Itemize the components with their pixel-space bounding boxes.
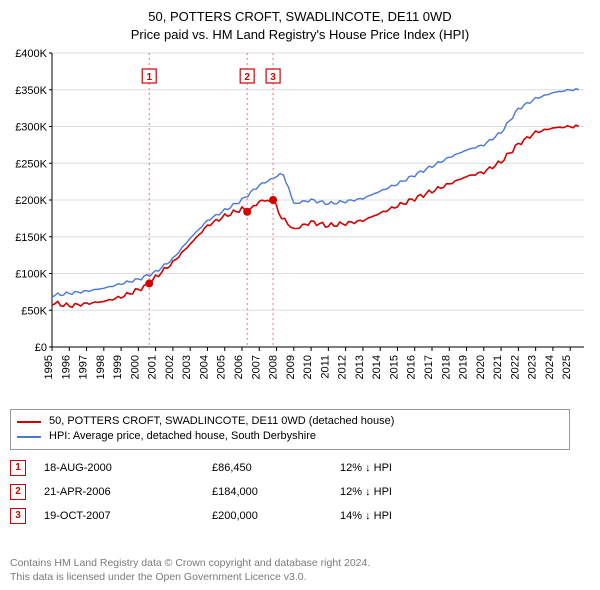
svg-text:2015: 2015: [388, 355, 400, 379]
svg-text:£350K: £350K: [15, 85, 47, 97]
svg-text:2018: 2018: [440, 355, 452, 379]
sale-date: 18-AUG-2000: [44, 462, 194, 474]
legend-label-hpi: HPI: Average price, detached house, Sout…: [49, 429, 316, 444]
svg-text:£300K: £300K: [15, 122, 47, 134]
svg-text:2010: 2010: [302, 355, 314, 379]
legend-label-price-paid: 50, POTTERS CROFT, SWADLINCOTE, DE11 0WD…: [49, 414, 394, 429]
svg-text:2007: 2007: [250, 355, 262, 379]
sale-date: 21-APR-2006: [44, 486, 194, 498]
sale-row: 1 18-AUG-2000 £86,450 12% ↓ HPI: [10, 460, 590, 476]
svg-text:2025: 2025: [561, 355, 573, 379]
svg-text:£0: £0: [35, 342, 47, 354]
svg-text:2003: 2003: [181, 355, 193, 379]
svg-text:1999: 1999: [112, 355, 124, 379]
sale-delta: 14% ↓ HPI: [340, 510, 450, 522]
sale-row: 3 19-OCT-2007 £200,000 14% ↓ HPI: [10, 508, 590, 524]
svg-text:£200K: £200K: [15, 195, 47, 207]
svg-text:£100K: £100K: [15, 269, 47, 281]
chart-title: 50, POTTERS CROFT, SWADLINCOTE, DE11 0WD…: [10, 8, 590, 43]
footer-line2: This data is licensed under the Open Gov…: [10, 571, 307, 583]
sale-row: 2 21-APR-2006 £184,000 12% ↓ HPI: [10, 484, 590, 500]
legend-row-hpi: HPI: Average price, detached house, Sout…: [17, 429, 563, 444]
sale-delta: 12% ↓ HPI: [340, 486, 450, 498]
svg-text:2000: 2000: [129, 355, 141, 379]
svg-text:2006: 2006: [233, 355, 245, 379]
footer-line1: Contains HM Land Registry data © Crown c…: [10, 557, 370, 569]
title-address: 50, POTTERS CROFT, SWADLINCOTE, DE11 0WD: [148, 9, 451, 24]
svg-text:1995: 1995: [43, 355, 55, 379]
svg-text:2012: 2012: [337, 355, 349, 379]
svg-text:£250K: £250K: [15, 158, 47, 170]
svg-text:£400K: £400K: [15, 48, 47, 60]
title-subtitle: Price paid vs. HM Land Registry's House …: [131, 27, 469, 42]
page: 50, POTTERS CROFT, SWADLINCOTE, DE11 0WD…: [0, 0, 600, 590]
svg-text:2002: 2002: [164, 355, 176, 379]
svg-text:2009: 2009: [285, 355, 297, 379]
svg-text:2023: 2023: [527, 355, 539, 379]
svg-text:£150K: £150K: [15, 232, 47, 244]
svg-text:2: 2: [244, 72, 250, 83]
svg-text:2004: 2004: [198, 355, 210, 379]
svg-text:2008: 2008: [268, 355, 280, 379]
chart: £0 £50K £100K £150K £200K £250K £300K £350K £400…: [10, 47, 586, 407]
svg-text:2024: 2024: [544, 355, 556, 379]
svg-text:2011: 2011: [319, 355, 331, 379]
svg-text:2022: 2022: [509, 355, 521, 379]
svg-text:2020: 2020: [475, 355, 487, 379]
svg-text:2014: 2014: [371, 355, 383, 379]
footer: Contains HM Land Registry data © Crown c…: [10, 556, 590, 584]
svg-text:1: 1: [146, 72, 152, 83]
sales-table: 1 18-AUG-2000 £86,450 12% ↓ HPI 2 21-APR-2006…: [10, 460, 590, 524]
sale-price: £184,000: [212, 486, 322, 498]
sale-price: £86,450: [212, 462, 322, 474]
svg-text:2013: 2013: [354, 355, 366, 379]
sale-price: £200,000: [212, 510, 322, 522]
svg-text:2001: 2001: [147, 355, 159, 379]
sale-delta: 12% ↓ HPI: [340, 462, 450, 474]
sale-marker-box: 1: [10, 460, 26, 476]
svg-text:3: 3: [270, 72, 276, 83]
legend-swatch-price-paid: [17, 421, 41, 423]
svg-text:2005: 2005: [216, 355, 228, 379]
sale-marker-box: 2: [10, 484, 26, 500]
svg-text:1996: 1996: [60, 355, 72, 379]
legend-row-price-paid: 50, POTTERS CROFT, SWADLINCOTE, DE11 0WD…: [17, 414, 563, 429]
legend: 50, POTTERS CROFT, SWADLINCOTE, DE11 0WD…: [10, 409, 570, 450]
svg-text:1997: 1997: [78, 355, 90, 379]
legend-swatch-hpi: [17, 436, 41, 438]
chart-svg: £0 £50K £100K £150K £200K £250K £300K £350K £400…: [10, 47, 586, 407]
svg-text:£50K: £50K: [21, 305, 47, 317]
svg-text:2021: 2021: [492, 355, 504, 379]
sale-marker-box: 3: [10, 508, 26, 524]
svg-text:2016: 2016: [406, 355, 418, 379]
svg-text:1998: 1998: [95, 355, 107, 379]
svg-text:2017: 2017: [423, 355, 435, 379]
sale-date: 19-OCT-2007: [44, 510, 194, 522]
svg-text:2019: 2019: [458, 355, 470, 379]
